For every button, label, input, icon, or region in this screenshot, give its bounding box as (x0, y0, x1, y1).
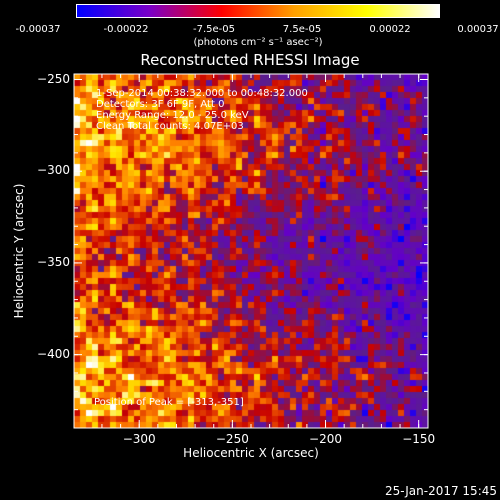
colorbar-tick-label: 7.5e-05 (282, 24, 322, 35)
annotation-peak: Position of Peak = [-313,-351] (94, 397, 244, 408)
y-axis-label: Heliocentric Y (arcsec) (12, 183, 26, 319)
x-tick-label: −300 (122, 432, 156, 446)
colorbar-units: (photons cm⁻² s⁻¹ asec⁻²) (193, 37, 323, 48)
colorbar-tick-label: -0.00037 (15, 24, 61, 35)
annotation-time: 1-Sep-2014 00:38:32.000 to 00:48:32.000 (96, 88, 308, 99)
colorbar (76, 4, 440, 18)
x-tick-label: −150 (402, 432, 436, 446)
timestamp: 25-Jan-2017 15:45 (384, 484, 497, 498)
colorbar-tick-label: -0.00022 (103, 24, 149, 35)
y-tick-label: −400 (37, 346, 70, 361)
y-tick-label: −350 (37, 254, 70, 269)
x-axis-label: Heliocentric X (arcsec) (183, 446, 319, 460)
y-tick-label: −300 (37, 163, 70, 178)
colorbar-tick-label: 0.00037 (457, 24, 499, 35)
colorbar-tick-label: -7.5e-05 (193, 24, 235, 35)
plot-area: 1-Sep-2014 00:38:32.000 to 00:48:32.000 … (74, 74, 428, 428)
annotation-energy: Energy Range: 12.0 - 25.0 keV (96, 110, 249, 121)
annotation-detectors: Detectors: 3F 6F 9F, Att 0 (96, 99, 225, 110)
colorbar-tick-label: 0.00022 (369, 24, 411, 35)
x-tick-label: −250 (215, 432, 249, 446)
x-tick-label: −200 (309, 432, 342, 446)
annotation-counts: Clean Total counts: 4.07E+03 (96, 121, 244, 132)
chart-title: Reconstructed RHESSI Image (140, 51, 360, 69)
y-tick-label: −250 (37, 71, 70, 86)
